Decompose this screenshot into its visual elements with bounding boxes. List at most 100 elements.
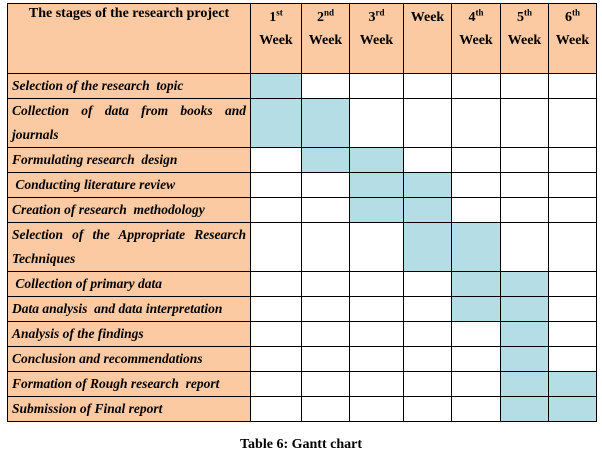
gantt-empty-cell: [403, 396, 452, 422]
week-number: 4th: [452, 6, 500, 29]
gantt-empty-cell: [451, 172, 501, 198]
table-row: Formation of Rough research report: [7, 371, 597, 397]
gantt-empty-cell: [451, 147, 501, 173]
stages-header: The stages of the research project: [7, 3, 251, 74]
task-name: Collection of primary data: [7, 271, 251, 297]
table-row: Collection of data from books and journa…: [7, 98, 597, 148]
week-number: 5th: [501, 6, 548, 29]
gantt-empty-cell: [403, 321, 452, 347]
gantt-empty-cell: [548, 271, 597, 297]
week-number-value: 4: [468, 10, 476, 25]
gantt-bar-cell: [349, 172, 404, 198]
gantt-empty-cell: [250, 396, 302, 422]
gantt-empty-cell: [349, 73, 404, 99]
task-name: Selection of the research topic: [7, 73, 251, 99]
table-row: Formulating research design: [7, 147, 597, 173]
gantt-empty-cell: [349, 371, 404, 397]
gantt-bar-cell: [403, 222, 452, 272]
gantt-bar-cell: [250, 98, 302, 148]
gantt-empty-cell: [451, 98, 501, 148]
gantt-empty-cell: [301, 73, 350, 99]
week-label: Week: [507, 33, 542, 48]
header-row: The stages of the research project 1st We…: [7, 3, 597, 74]
gantt-empty-cell: [349, 396, 404, 422]
table-row: Selection of the Appropriate Research Te…: [7, 222, 597, 272]
week-header-5: 4th Week: [451, 3, 501, 74]
gantt-empty-cell: [548, 222, 597, 272]
gantt-empty-cell: [349, 296, 404, 322]
table-caption: Table 6: Gantt chart: [240, 437, 362, 452]
task-name: Analysis of the findings: [7, 321, 251, 347]
week-number: 1st: [251, 6, 301, 29]
week-number: [404, 29, 451, 52]
gantt-empty-cell: [548, 296, 597, 322]
task-name: Data analysis and data interpretation: [7, 296, 251, 322]
gantt-bar-cell: [451, 271, 501, 297]
week-header-3: 3rd Week: [349, 3, 404, 74]
gantt-empty-cell: [451, 396, 501, 422]
gantt-empty-cell: [349, 271, 404, 297]
week-number: 2nd: [302, 6, 349, 29]
gantt-empty-cell: [451, 197, 501, 223]
gantt-empty-cell: [250, 271, 302, 297]
gantt-empty-cell: [250, 346, 302, 372]
week-number-value: 1: [269, 10, 277, 25]
week-number-value: 3: [368, 10, 376, 25]
week-header-1: 1st Week: [250, 3, 302, 74]
gantt-empty-cell: [403, 296, 452, 322]
week-ordinal-suffix: nd: [323, 7, 334, 18]
week-number: 6th: [549, 6, 596, 29]
gantt-empty-cell: [403, 271, 452, 297]
gantt-empty-cell: [301, 396, 350, 422]
week-label: Week: [259, 33, 293, 48]
gantt-bar-cell: [403, 197, 452, 223]
week-label: Week: [555, 33, 590, 48]
week-number-value: 5: [516, 10, 524, 25]
gantt-empty-cell: [451, 371, 501, 397]
week-header-4: Week: [403, 3, 452, 74]
gantt-table: The stages of the research project 1st We…: [7, 3, 597, 422]
week-number-value: 6: [564, 10, 572, 25]
gantt-empty-cell: [500, 98, 549, 148]
gantt-empty-cell: [451, 321, 501, 347]
week-header-7: 6th Week: [548, 3, 597, 74]
gantt-empty-cell: [250, 321, 302, 347]
table-row: Conclusion and recommendations: [7, 346, 597, 372]
week-ordinal-suffix: th: [523, 7, 532, 18]
gantt-empty-cell: [250, 197, 302, 223]
task-name: Conclusion and recommendations: [7, 346, 251, 372]
gantt-empty-cell: [250, 296, 302, 322]
gantt-empty-cell: [349, 346, 404, 372]
week-header-6: 5th Week: [500, 3, 549, 74]
table-row: Collection of primary data: [7, 271, 597, 297]
table-row: Data analysis and data interpretation: [7, 296, 597, 322]
gantt-empty-cell: [301, 222, 350, 272]
gantt-empty-cell: [500, 147, 549, 173]
week-number: 3rd: [350, 6, 403, 29]
table-row: Analysis of the findings: [7, 321, 597, 347]
week-label: Week: [410, 10, 445, 25]
task-name: Creation of research methodology: [7, 197, 251, 223]
gantt-empty-cell: [500, 172, 549, 198]
task-name: Formation of Rough research report: [7, 371, 251, 397]
task-name: Collection of data from books and journa…: [7, 98, 251, 148]
week-ordinal-suffix: th: [475, 7, 484, 18]
gantt-empty-cell: [403, 147, 452, 173]
task-name: Formulating research design: [7, 147, 251, 173]
gantt-empty-cell: [548, 73, 597, 99]
gantt-empty-cell: [548, 98, 597, 148]
gantt-empty-cell: [548, 172, 597, 198]
week-ordinal-suffix: rd: [375, 7, 385, 18]
gantt-empty-cell: [301, 346, 350, 372]
gantt-bar-cell: [403, 172, 452, 198]
gantt-bar-cell: [500, 296, 549, 322]
gantt-empty-cell: [548, 321, 597, 347]
task-name: Submission of Final report: [7, 396, 251, 422]
gantt-bar-cell: [500, 346, 549, 372]
gantt-empty-cell: [250, 147, 302, 173]
gantt-empty-cell: [451, 73, 501, 99]
table-row: Selection of the research topic: [7, 73, 597, 99]
gantt-empty-cell: [301, 321, 350, 347]
gantt-empty-cell: [500, 197, 549, 223]
gantt-bar-cell: [451, 222, 501, 272]
